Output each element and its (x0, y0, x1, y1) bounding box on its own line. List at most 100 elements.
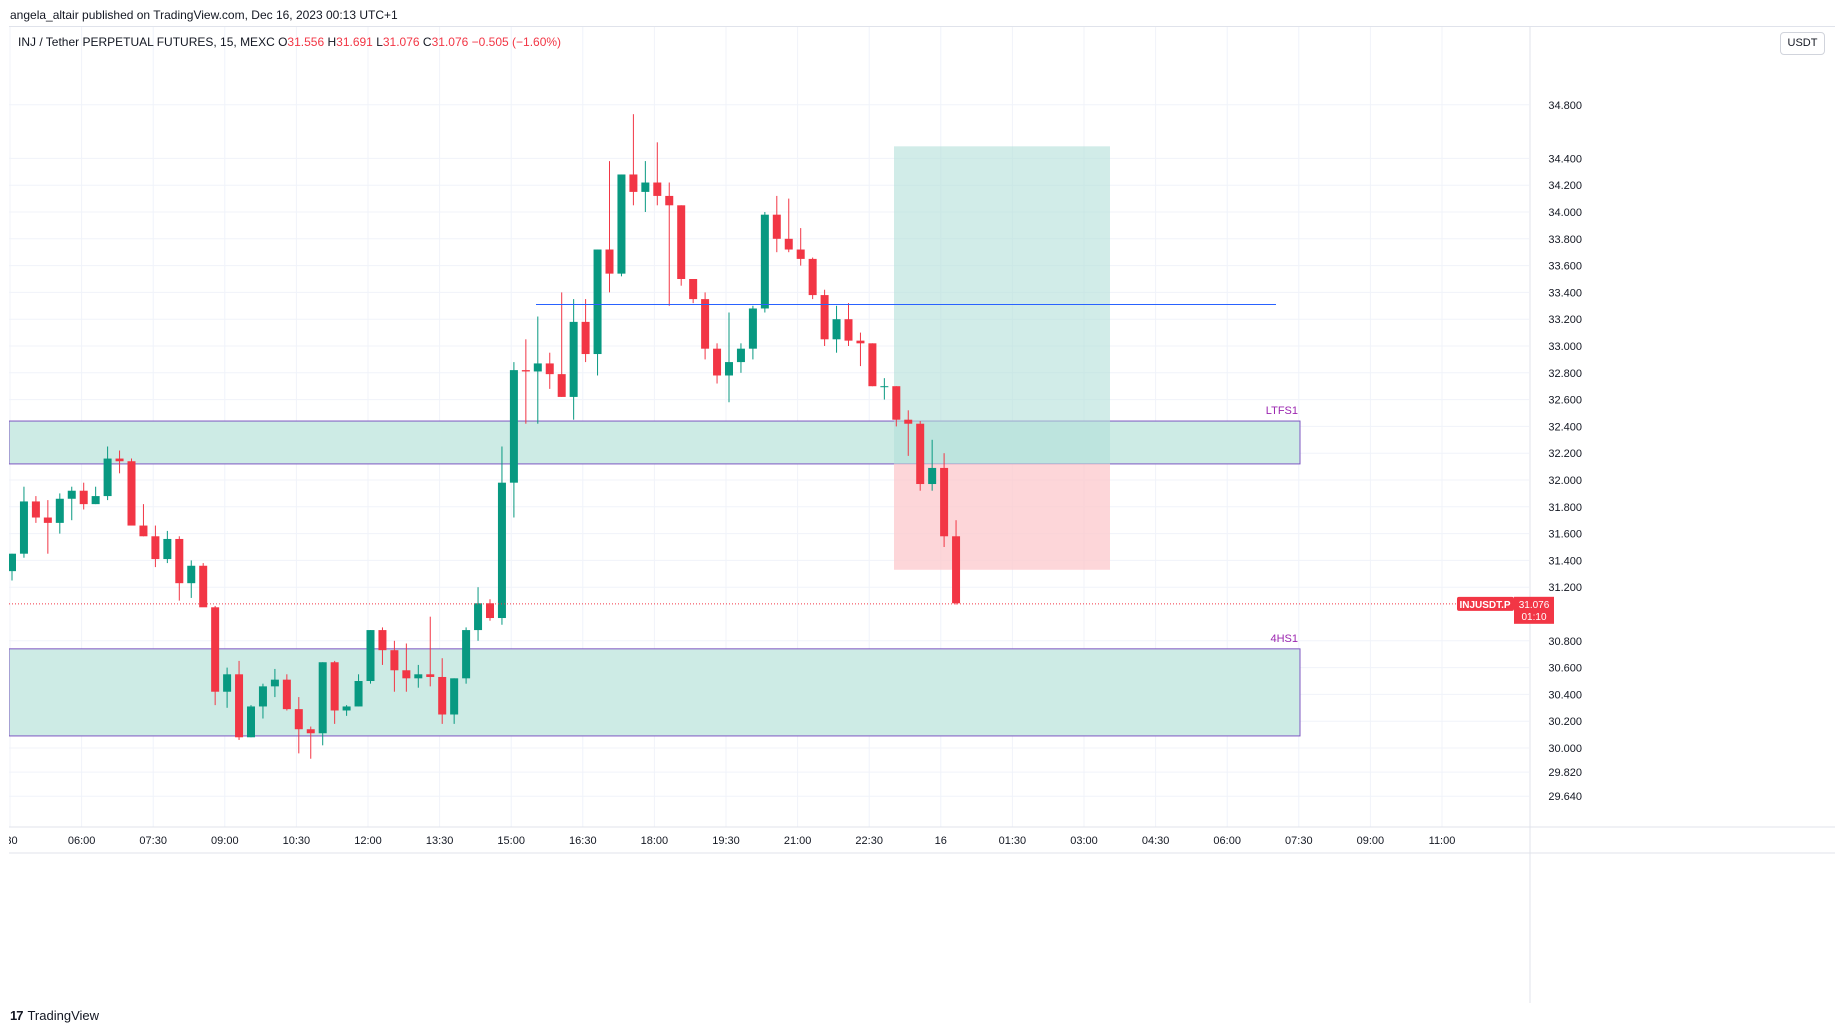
time-tick-label: 11:00 (1429, 835, 1456, 847)
position-stop-area (894, 463, 1110, 570)
candle-body (9, 553, 16, 572)
time-tick-label: 01:30 (999, 835, 1027, 847)
price-tick-label: 34.000 (1548, 207, 1582, 219)
price-tick-label: 30.400 (1548, 689, 1582, 701)
price-tick-label: 32.600 (1548, 395, 1582, 407)
price-tick-label: 29.820 (1548, 767, 1582, 779)
candle-body (725, 362, 733, 376)
supply-demand-zones: LTFS1 4HS1 (9, 405, 1301, 737)
candle-body (629, 174, 638, 192)
candle-body (952, 536, 961, 604)
candle-body (904, 419, 913, 424)
candle-body (545, 363, 554, 375)
candle-body (330, 662, 339, 711)
currency-button[interactable]: USDT (1780, 32, 1825, 55)
chart-pane[interactable]: LTFS1 4HS1 29.640 29.820 30.000 30.200 30.400… (9, 26, 1835, 1003)
price-tick-label: 31.200 (1548, 582, 1582, 594)
zone-label: LTFS1 (1266, 405, 1298, 417)
candle-body (390, 650, 399, 671)
candle-body (43, 517, 52, 523)
close-value: 31.076 (431, 35, 469, 49)
candle-body (880, 386, 889, 388)
candle-body (856, 340, 865, 344)
candle-body (175, 538, 184, 584)
price-tick-label: 31.400 (1548, 555, 1582, 567)
candle-body (665, 195, 674, 206)
candle-body (569, 321, 578, 397)
time-tick-label: 07:30 (1285, 835, 1313, 847)
candle-body (187, 565, 196, 584)
candle-body (79, 490, 88, 505)
candle-body (282, 679, 291, 710)
candle-body (677, 205, 686, 279)
time-tick-label: 12:00 (354, 835, 382, 847)
price-axis: 29.640 29.820 30.000 30.200 30.400 30.600 30.8… (1529, 27, 1582, 1003)
time-tick-label: :30 (9, 835, 18, 847)
candle-body (820, 295, 829, 340)
tradingview-logo[interactable]: 17 TradingView (10, 1008, 99, 1023)
candle-body (689, 279, 698, 300)
candle-body (557, 374, 566, 397)
symbol-tag-label: INJUSDT.P (1459, 600, 1510, 611)
candle-body (641, 182, 650, 192)
candle-body (808, 258, 817, 296)
candle-body (354, 681, 363, 707)
close-label: C (422, 35, 432, 49)
time-tick-label: 10:30 (283, 835, 311, 847)
candle-body (55, 498, 64, 523)
candle-body (270, 679, 279, 687)
publish-info: angela_altair published on TradingView.c… (10, 8, 398, 22)
candle-body (414, 674, 423, 679)
candle-body (211, 607, 220, 692)
price-tick-label: 33.000 (1548, 341, 1582, 353)
zone-label: 4HS1 (1270, 633, 1298, 645)
time-tick-label: 15:00 (497, 835, 525, 847)
candle-body (521, 370, 530, 372)
last-price-tag (1514, 596, 1554, 624)
time-tick-label: 22:30 (855, 835, 883, 847)
price-tick-label: 32.400 (1548, 421, 1582, 433)
candle-body (438, 676, 447, 715)
candle-body (318, 662, 327, 734)
candle-body (772, 214, 781, 239)
open-label: O (278, 35, 288, 49)
time-tick-label: 07:30 (139, 835, 167, 847)
symbol-legend[interactable]: INJ / Tether PERPETUAL FUTURES, 15, MEXC… (18, 35, 561, 49)
price-chart[interactable]: LTFS1 4HS1 29.640 29.820 30.000 30.200 30.400… (9, 27, 1835, 1003)
time-tick-label: 19:30 (712, 835, 740, 847)
candle-body (844, 319, 853, 341)
candle-body (593, 249, 602, 355)
last-price-value: 31.076 (1519, 600, 1550, 611)
candle-body (31, 501, 40, 518)
price-tick-label: 33.800 (1548, 234, 1582, 246)
price-tick-label: 32.800 (1548, 368, 1582, 380)
candle-body (151, 536, 160, 560)
candle-body (760, 214, 769, 309)
candle-body (258, 686, 267, 707)
candle-body (653, 182, 662, 196)
candle-body (796, 249, 805, 259)
candle-body (247, 706, 255, 738)
time-tick-label: 06:00 (1213, 835, 1241, 847)
price-tick-label: 32.200 (1548, 448, 1582, 460)
candle-body (497, 482, 506, 619)
candle-body (832, 319, 841, 340)
candle-body (342, 706, 351, 711)
candle-body (402, 670, 411, 679)
price-tick-label: 30.600 (1548, 663, 1582, 675)
candle-body (617, 174, 626, 274)
price-tick-label: 32.000 (1548, 475, 1582, 487)
time-tick-label: 13:30 (426, 835, 454, 847)
candle-body (581, 321, 590, 355)
candle-body (223, 674, 232, 692)
price-tick-label: 30.200 (1548, 716, 1582, 728)
time-tick-label: 06:00 (68, 835, 96, 847)
candle-body (115, 458, 124, 462)
candle-body (940, 467, 949, 537)
bar-countdown: 01:10 (1521, 612, 1546, 623)
time-tick-label: 09:00 (1357, 835, 1385, 847)
price-tick-label: 33.200 (1548, 314, 1582, 326)
candle-body (366, 630, 375, 681)
time-tick-label: 18:00 (641, 835, 669, 847)
candle-body (294, 709, 303, 730)
